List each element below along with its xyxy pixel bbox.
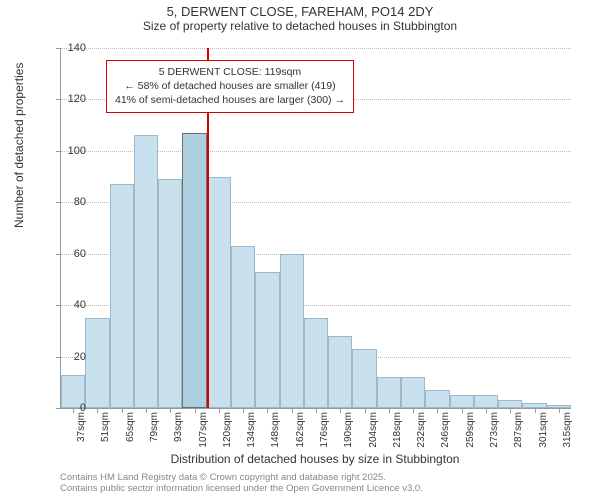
gridline-h	[61, 48, 571, 49]
xtick-label: 315sqm	[562, 412, 573, 448]
annotation-box: 5 DERWENT CLOSE: 119sqm← 58% of detached…	[106, 60, 354, 113]
ytick-label: 20	[46, 351, 86, 363]
histogram-bar	[207, 177, 231, 408]
histogram-bar	[425, 390, 449, 408]
histogram-bar	[377, 377, 401, 408]
annotation-line: 5 DERWENT CLOSE: 119sqm	[115, 65, 345, 79]
histogram-bar	[85, 318, 109, 408]
xtick-label: 301sqm	[538, 412, 549, 448]
histogram-bar	[255, 272, 279, 408]
histogram-bar	[110, 184, 134, 408]
ytick-label: 60	[46, 248, 86, 260]
xtick-label: 218sqm	[392, 412, 403, 448]
xtick-mark	[195, 408, 196, 413]
xtick-mark	[243, 408, 244, 413]
xtick-mark	[559, 408, 560, 413]
xtick-label: 37sqm	[76, 412, 87, 442]
histogram-bar	[352, 349, 376, 408]
histogram-bar	[474, 395, 498, 408]
histogram-bar	[450, 395, 474, 408]
footer-line-2: Contains public sector information licen…	[60, 483, 423, 494]
ytick-label: 140	[46, 42, 86, 54]
xtick-mark	[437, 408, 438, 413]
xtick-mark	[170, 408, 171, 413]
histogram-bar	[304, 318, 328, 408]
chart-title: 5, DERWENT CLOSE, FAREHAM, PO14 2DY	[0, 4, 600, 19]
xtick-label: 246sqm	[440, 412, 451, 448]
annotation-line: 41% of semi-detached houses are larger (…	[115, 93, 345, 107]
xtick-label: 204sqm	[368, 412, 379, 448]
xtick-mark	[267, 408, 268, 413]
chart-subtitle: Size of property relative to detached ho…	[0, 19, 600, 33]
xtick-mark	[365, 408, 366, 413]
xtick-label: 79sqm	[149, 412, 160, 442]
xtick-label: 65sqm	[125, 412, 136, 442]
ytick-label: 0	[46, 402, 86, 414]
xtick-mark	[122, 408, 123, 413]
xtick-mark	[292, 408, 293, 413]
xtick-label: 51sqm	[100, 412, 111, 442]
chart-title-block: 5, DERWENT CLOSE, FAREHAM, PO14 2DY Size…	[0, 4, 600, 33]
xtick-mark	[486, 408, 487, 413]
xtick-label: 148sqm	[270, 412, 281, 448]
xtick-label: 162sqm	[295, 412, 306, 448]
x-axis-label: Distribution of detached houses by size …	[60, 452, 570, 466]
xtick-mark	[510, 408, 511, 413]
xtick-mark	[535, 408, 536, 413]
annotation-line: ← 58% of detached houses are smaller (41…	[115, 79, 345, 93]
ytick-label: 100	[46, 145, 86, 157]
xtick-label: 232sqm	[416, 412, 427, 448]
histogram-bar	[158, 179, 182, 408]
xtick-label: 134sqm	[246, 412, 257, 448]
histogram-bar	[134, 135, 158, 408]
chart-footer: Contains HM Land Registry data © Crown c…	[60, 472, 423, 495]
xtick-mark	[462, 408, 463, 413]
histogram-bar	[182, 133, 206, 408]
xtick-mark	[340, 408, 341, 413]
y-axis-label: Number of detached properties	[12, 63, 26, 228]
histogram-bar	[280, 254, 304, 408]
ytick-label: 40	[46, 299, 86, 311]
xtick-label: 120sqm	[222, 412, 233, 448]
chart-plot-area: 37sqm51sqm65sqm79sqm93sqm107sqm120sqm134…	[60, 48, 571, 409]
xtick-label: 287sqm	[513, 412, 524, 448]
histogram-bar	[401, 377, 425, 408]
xtick-label: 190sqm	[343, 412, 354, 448]
histogram-bar	[328, 336, 352, 408]
xtick-label: 259sqm	[465, 412, 476, 448]
xtick-mark	[146, 408, 147, 413]
xtick-mark	[413, 408, 414, 413]
footer-line-1: Contains HM Land Registry data © Crown c…	[60, 472, 423, 483]
histogram-bar	[498, 400, 522, 408]
xtick-mark	[219, 408, 220, 413]
histogram-bar	[231, 246, 255, 408]
xtick-label: 176sqm	[319, 412, 330, 448]
xtick-mark	[389, 408, 390, 413]
xtick-label: 273sqm	[489, 412, 500, 448]
xtick-label: 93sqm	[173, 412, 184, 442]
xtick-mark	[97, 408, 98, 413]
ytick-label: 120	[46, 93, 86, 105]
xtick-mark	[316, 408, 317, 413]
xtick-label: 107sqm	[198, 412, 209, 448]
ytick-label: 80	[46, 196, 86, 208]
